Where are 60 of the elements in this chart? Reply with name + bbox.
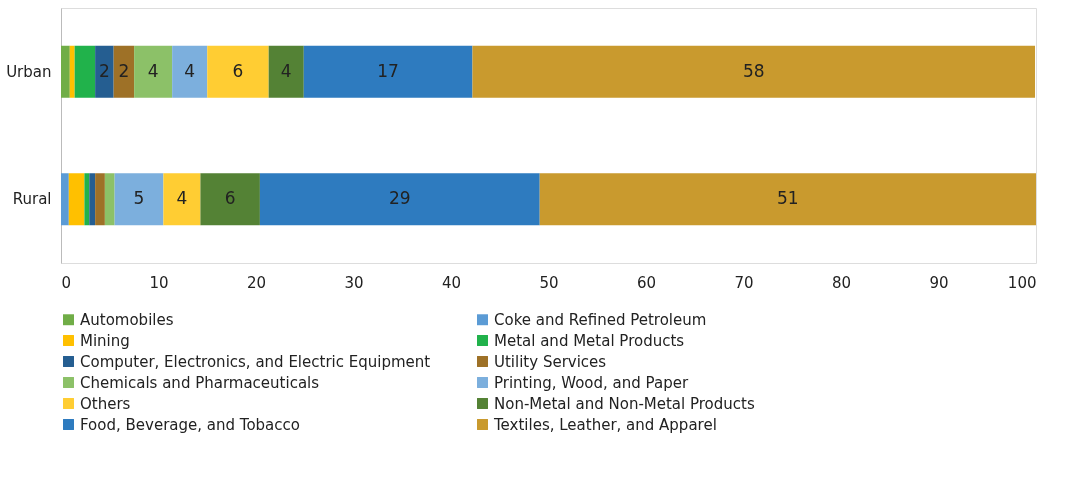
bar <box>163 173 201 226</box>
legend-label: Computer, Electronics, and Electric Equipment <box>80 352 431 371</box>
x-tick-label: 40 <box>441 273 462 292</box>
legend-label: Non-Metal and Non-Metal Products <box>494 394 755 413</box>
data-label: 4 <box>280 60 292 81</box>
bar <box>539 173 1036 226</box>
bar <box>61 173 69 226</box>
bar <box>61 45 70 98</box>
data-label: 5 <box>133 188 145 209</box>
x-tick-label: 30 <box>344 273 364 292</box>
x-tick-label: 10 <box>149 273 169 292</box>
data-label: 4 <box>184 60 196 81</box>
bar <box>89 173 96 226</box>
x-tick-label: 70 <box>734 273 754 292</box>
x-tick-label: 50 <box>539 273 559 292</box>
x-tick-label: 90 <box>929 273 949 292</box>
data-label: 4 <box>176 188 188 209</box>
data-label: 58 <box>742 60 765 81</box>
bar <box>268 45 304 98</box>
legend-label: Utility Services <box>494 352 607 371</box>
x-tick-label: 60 <box>636 273 657 292</box>
legend-label: Textiles, Leather, and Apparel <box>493 415 717 434</box>
bar <box>69 45 75 98</box>
bar <box>104 173 115 226</box>
legend-label: Printing, Wood, and Paper <box>494 373 689 392</box>
x-tick-label: 100 <box>1007 273 1037 292</box>
legend-label: Food, Beverage, and Tobacco <box>80 415 300 434</box>
legend-label: Chemicals and Pharmaceuticals <box>80 373 320 392</box>
bar <box>114 173 164 226</box>
bar <box>74 45 96 98</box>
bar <box>172 45 208 98</box>
bar <box>200 173 260 226</box>
bar <box>207 45 269 98</box>
data-label: 29 <box>388 188 411 209</box>
bar <box>84 173 90 226</box>
x-tick-label: 80 <box>831 273 852 292</box>
x-tick-label: 0 <box>61 273 72 292</box>
data-label: 51 <box>777 188 799 209</box>
legend-label: Others <box>80 394 131 413</box>
data-label: 2 <box>118 60 130 81</box>
bar <box>113 45 135 98</box>
data-label: 6 <box>224 188 236 209</box>
y-tick-label: Urban <box>6 62 52 81</box>
bar <box>259 173 540 226</box>
bar <box>303 45 473 98</box>
legend-label: Metal and Metal Products <box>494 331 685 350</box>
data-label: 4 <box>147 60 159 81</box>
bar <box>95 173 105 226</box>
bar <box>134 45 173 98</box>
legend-label: Coke and Refined Petroleum <box>494 310 707 329</box>
data-label: 6 <box>232 60 244 81</box>
data-label: 17 <box>377 60 399 81</box>
bar <box>68 173 85 226</box>
legend-label: Mining <box>80 331 130 350</box>
data-label: 2 <box>98 60 110 81</box>
bar <box>95 45 114 98</box>
bar <box>472 45 1036 98</box>
y-tick-label: Rural <box>12 190 52 209</box>
x-tick-label: 20 <box>246 273 267 292</box>
legend-label: Automobiles <box>80 310 174 329</box>
